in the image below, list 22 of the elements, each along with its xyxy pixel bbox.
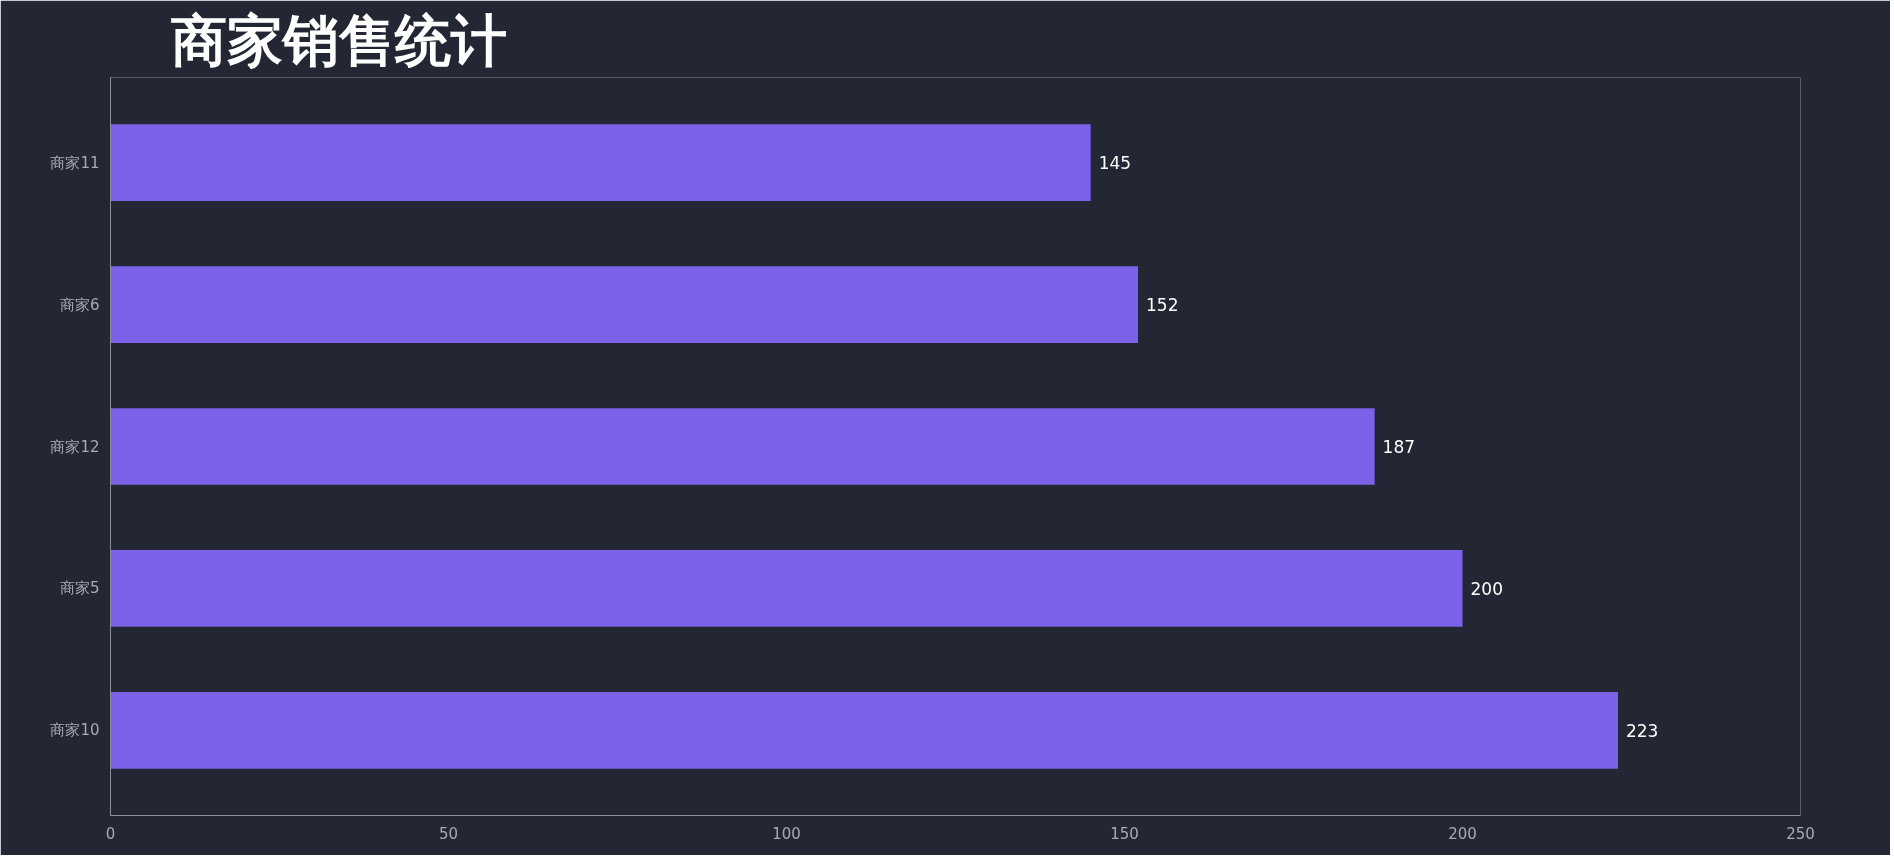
x-tick-label: 150 <box>1110 824 1139 843</box>
data-label: 145 <box>1098 153 1132 174</box>
y-tick-label: 商家6 <box>59 295 100 314</box>
bar <box>110 408 1375 485</box>
bar <box>110 124 1091 201</box>
bar <box>110 550 1463 627</box>
bar <box>110 692 1618 769</box>
data-label: 200 <box>1470 578 1503 599</box>
bar <box>110 266 1139 343</box>
x-tick-label: 100 <box>772 824 801 843</box>
x-tick-label: 250 <box>1786 824 1815 843</box>
data-label: 152 <box>1146 295 1179 316</box>
chart-title: 商家销售统计 <box>170 7 507 73</box>
x-tick-label: 200 <box>1448 824 1477 843</box>
y-tick-label: 商家11 <box>50 153 100 172</box>
y-tick-label: 商家5 <box>59 579 100 598</box>
x-tick-label: 50 <box>438 824 459 843</box>
data-label: 187 <box>1382 437 1416 457</box>
data-label: 223 <box>1625 720 1659 741</box>
y-tick-label: 商家10 <box>50 721 100 740</box>
y-tick-label: 商家12 <box>50 437 100 456</box>
x-tick-label: 0 <box>105 824 116 843</box>
